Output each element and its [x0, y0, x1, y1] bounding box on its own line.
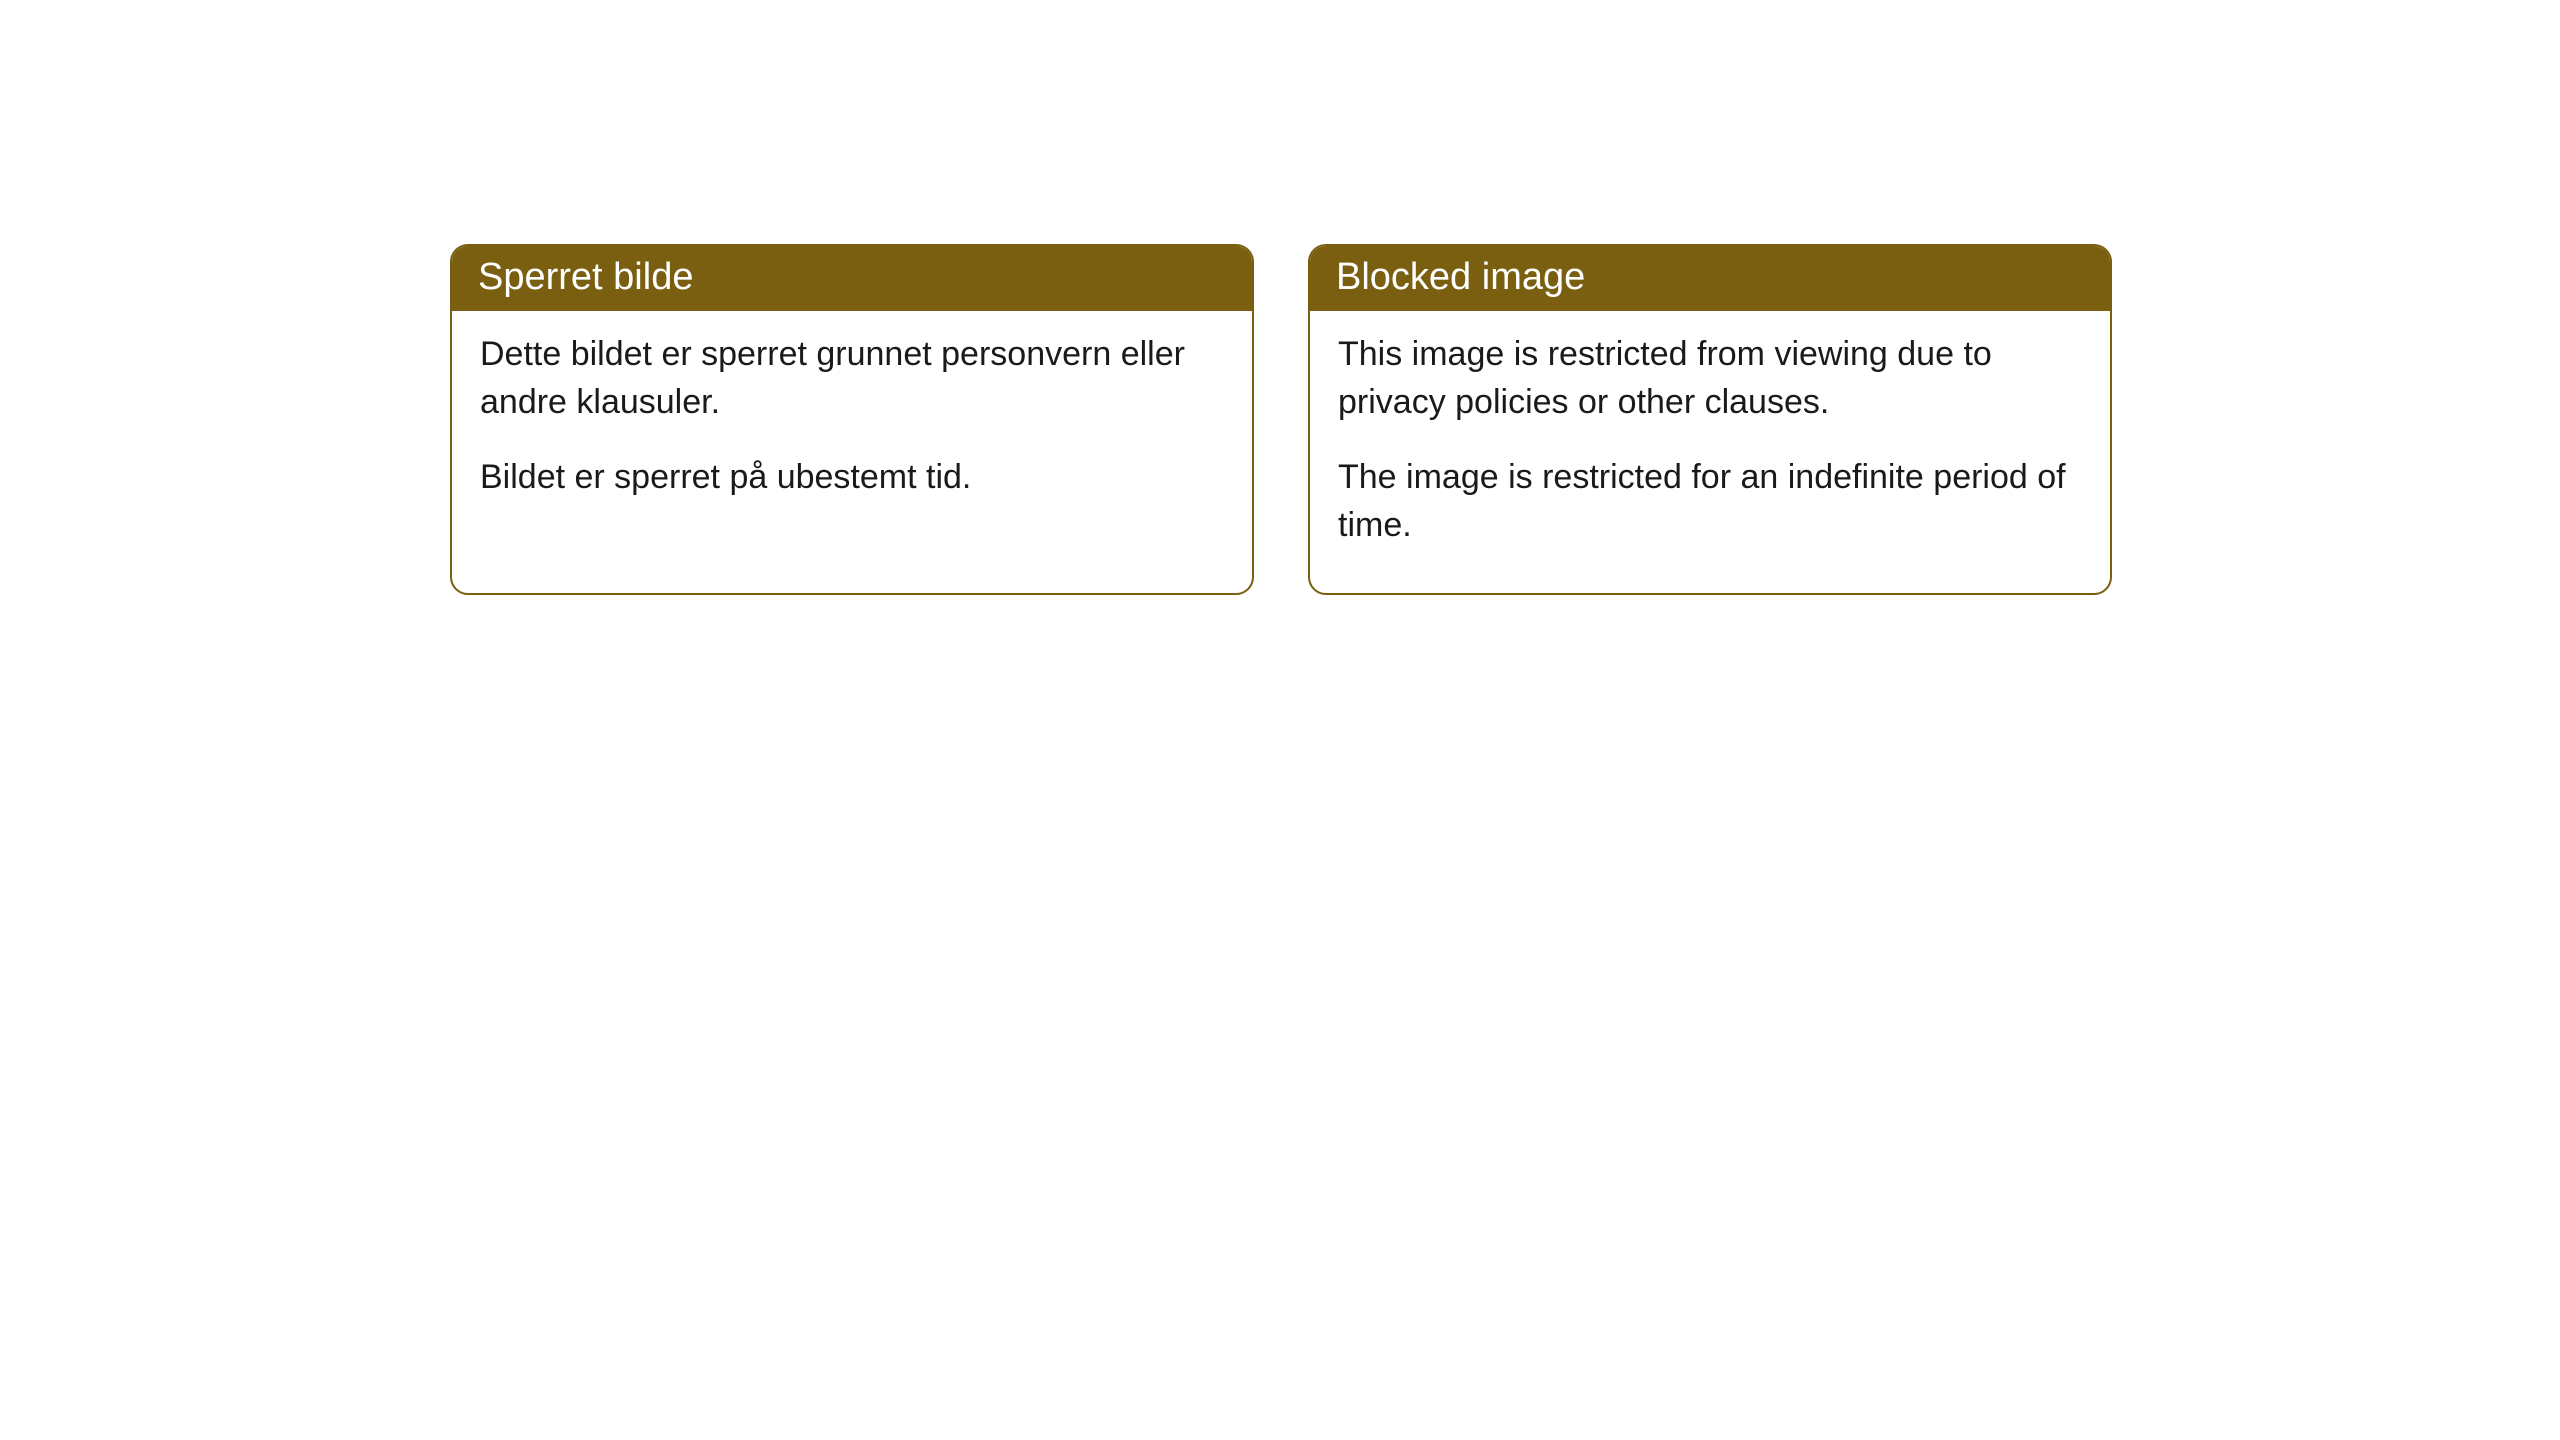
card-paragraph: Bildet er sperret på ubestemt tid. — [480, 454, 1224, 502]
card-title: Blocked image — [1336, 256, 1585, 298]
card-paragraph: This image is restricted from viewing du… — [1338, 331, 2082, 426]
notice-card-english: Blocked image This image is restricted f… — [1308, 244, 2112, 595]
card-header: Sperret bilde — [452, 246, 1252, 311]
card-body: Dette bildet er sperret grunnet personve… — [452, 311, 1252, 546]
notice-card-norwegian: Sperret bilde Dette bildet er sperret gr… — [450, 244, 1254, 595]
card-paragraph: The image is restricted for an indefinit… — [1338, 454, 2082, 549]
card-title: Sperret bilde — [478, 256, 693, 298]
notice-container: Sperret bilde Dette bildet er sperret gr… — [450, 244, 2112, 595]
card-body: This image is restricted from viewing du… — [1310, 311, 2110, 593]
card-header: Blocked image — [1310, 246, 2110, 311]
card-paragraph: Dette bildet er sperret grunnet personve… — [480, 331, 1224, 426]
